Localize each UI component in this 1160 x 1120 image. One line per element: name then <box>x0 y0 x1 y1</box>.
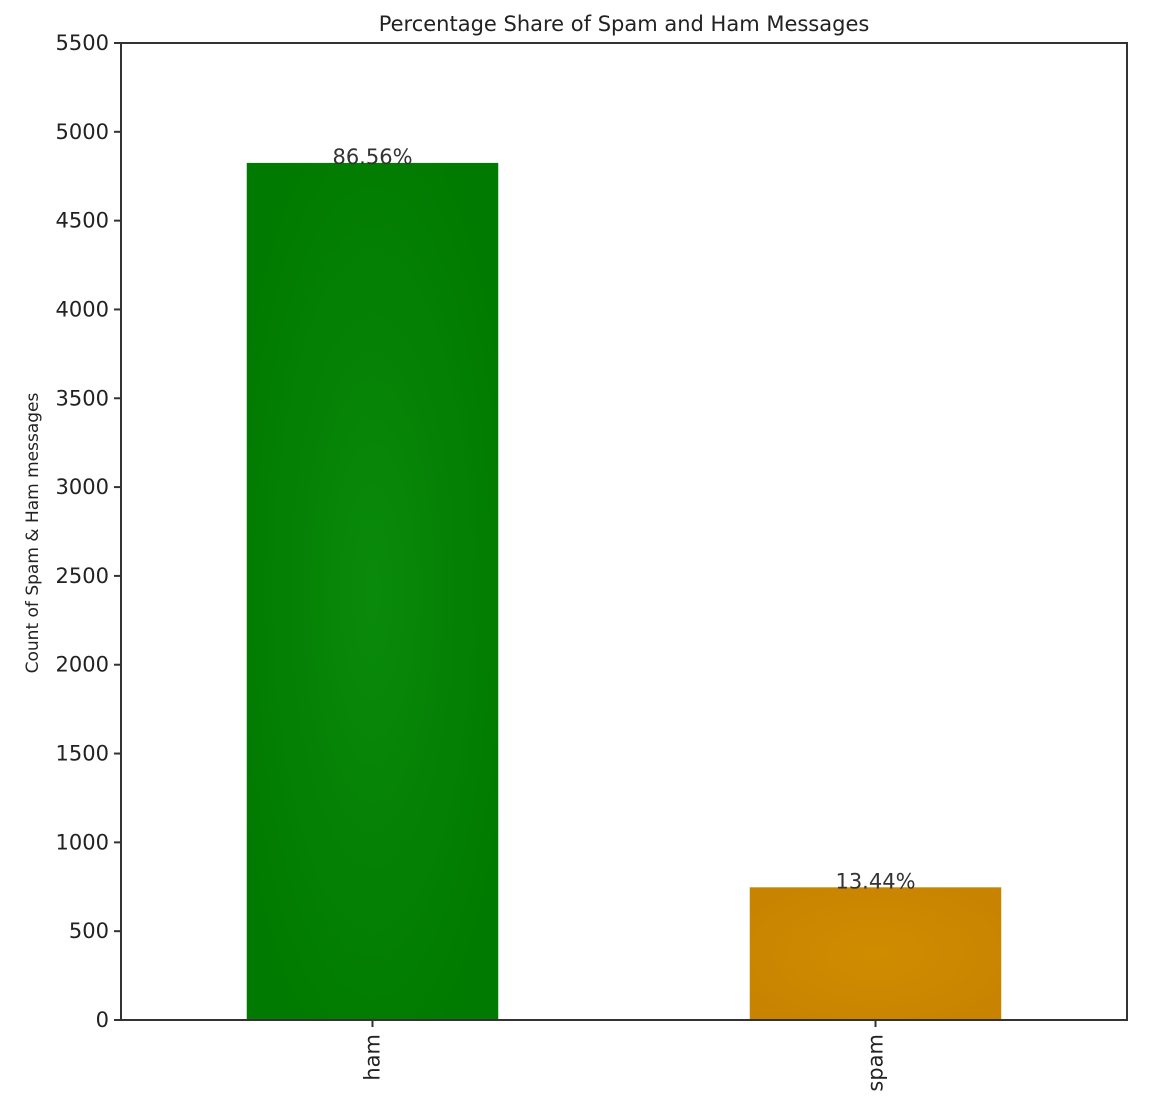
y-tick-label: 4000 <box>56 297 109 321</box>
bars-group <box>246 162 1002 1020</box>
plot-frame <box>120 42 1128 1021</box>
y-tick-label: 5500 <box>56 31 109 55</box>
y-tick-label: 2000 <box>56 653 109 677</box>
bar-spam <box>749 887 1002 1020</box>
bar-data-label: 86.56% <box>332 145 412 169</box>
x-axis-ticks: ham spam <box>361 1020 888 1092</box>
y-tick-label: 500 <box>69 919 109 943</box>
x-tick-label: spam <box>864 1034 888 1092</box>
bar-data-label: 13.44% <box>835 869 915 893</box>
y-tick-label: 5000 <box>56 120 109 144</box>
chart-title: Percentage Share of Spam and Ham Message… <box>379 12 870 36</box>
y-axis-label: Count of Spam & Ham messages <box>23 393 43 674</box>
y-tick-label: 0 <box>96 1008 109 1032</box>
y-tick-label: 1000 <box>56 830 109 854</box>
y-tick-label: 3500 <box>56 386 109 410</box>
bar-ham <box>246 162 499 1020</box>
bar-data-labels: 86.56% 13.44% <box>332 145 915 893</box>
x-tick-label: ham <box>361 1034 385 1081</box>
y-tick-label: 2500 <box>56 564 109 588</box>
y-tick-label: 3000 <box>56 475 109 499</box>
y-axis-ticks: 0 500 1000 1500 2000 2500 3000 3500 4000 4500 5000… <box>56 31 121 1032</box>
y-tick-label: 4500 <box>56 209 109 233</box>
y-tick-label: 1500 <box>56 742 109 766</box>
